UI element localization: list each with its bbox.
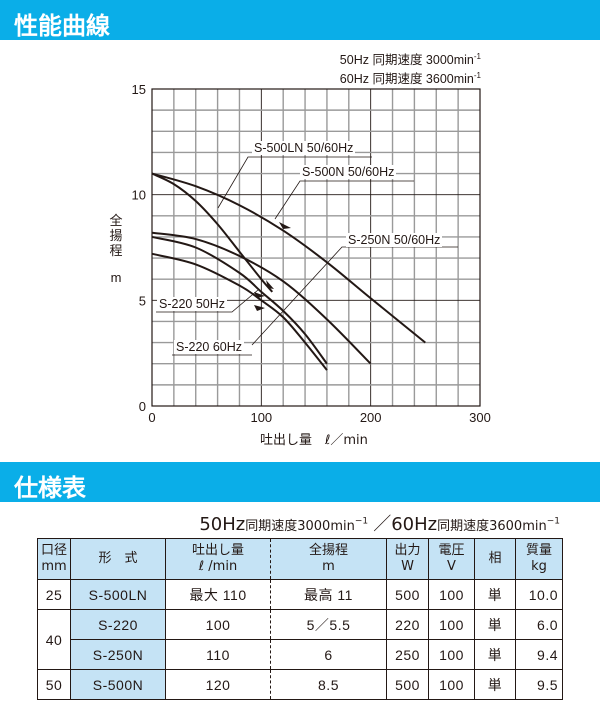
label-s220-50hz: S-220 50Hz	[157, 297, 228, 311]
label-s220-60hz: S-220 60Hz	[174, 340, 245, 354]
curve-arrow-markers	[254, 222, 291, 311]
performance-chart: 0 100 200 300 0 5 10 15	[132, 82, 491, 425]
spec-table: 口径 mm 形 式 吐出し量 ℓ /min 全揚程 m 出力 W 電圧 V 相 質量 kg …	[37, 538, 563, 700]
y-axis-unit: m	[110, 270, 122, 285]
curve-s-220-60hz	[151, 252, 328, 371]
chart-curves	[151, 172, 426, 371]
spec-section-bar: 仕様表	[0, 462, 600, 502]
col-output: 出力 W	[386, 538, 429, 580]
svg-text:200: 200	[360, 410, 382, 425]
table-row: 40 S-220 100 5／5.5 220 100 単 6.0	[37, 609, 563, 670]
label-leader-lines	[156, 156, 458, 356]
curve-s-500n-50-60hz	[151, 172, 426, 344]
speed-note-60hz: 60Hz 同期速度 3600min-1	[339, 70, 481, 86]
table-row: 50 S-500N 120 8.5 500 100 単 9.5	[37, 669, 563, 700]
chart-axis-ticks: 0 100 200 300 0 5 10 15	[132, 82, 491, 425]
col-bore: 口径 mm	[37, 538, 71, 580]
curve-s-500ln-50-60hz	[151, 172, 274, 293]
table-header-row: 口径 mm 形 式 吐出し量 ℓ /min 全揚程 m 出力 W 電圧 V 相 質量 kg	[37, 538, 563, 580]
col-flow: 吐出し量 ℓ /min	[165, 538, 271, 580]
label-s500n: S-500N 50/60Hz	[300, 165, 397, 179]
performance-section-bar: 性能曲線	[0, 0, 600, 40]
col-mass: 質量 kg	[515, 538, 563, 580]
spec-frequency-note: 50Hz同期速度3000min−1 ／60Hz同期速度3600min−1	[199, 514, 560, 535]
col-voltage: 電圧 V	[428, 538, 475, 580]
svg-text:5: 5	[139, 293, 146, 308]
svg-text:100: 100	[250, 410, 272, 425]
performance-section-title: 性能曲線	[14, 12, 110, 40]
svg-text:0: 0	[139, 399, 146, 414]
svg-text:15: 15	[132, 82, 146, 97]
svg-text:0: 0	[148, 410, 155, 425]
y-axis-label: 全揚程	[109, 214, 123, 259]
table-row: S-250N 110 6 250 100 単 9.4	[38, 639, 563, 670]
spec-section-title: 仕様表	[14, 474, 86, 502]
label-s500ln: S-500LN 50/60Hz	[252, 141, 356, 155]
speed-note-50hz: 50Hz 同期速度 3000min-1	[339, 51, 481, 67]
chart-grid	[151, 88, 481, 407]
col-phase: 相	[474, 538, 516, 580]
svg-text:10: 10	[132, 188, 146, 203]
col-model: 形 式	[70, 538, 166, 580]
col-head: 全揚程 m	[270, 538, 387, 580]
curve-s-220-50hz	[151, 235, 328, 365]
table-row: 25 S-500LN 最大 110 最高 11 500 100 単 10.0	[37, 579, 563, 610]
curve-s-250n-50-60hz	[151, 231, 372, 365]
svg-text:300: 300	[469, 410, 491, 425]
x-axis-label: 吐出し量 ℓ／min	[260, 433, 368, 448]
label-s250n: S-250N 50/60Hz	[346, 233, 443, 247]
